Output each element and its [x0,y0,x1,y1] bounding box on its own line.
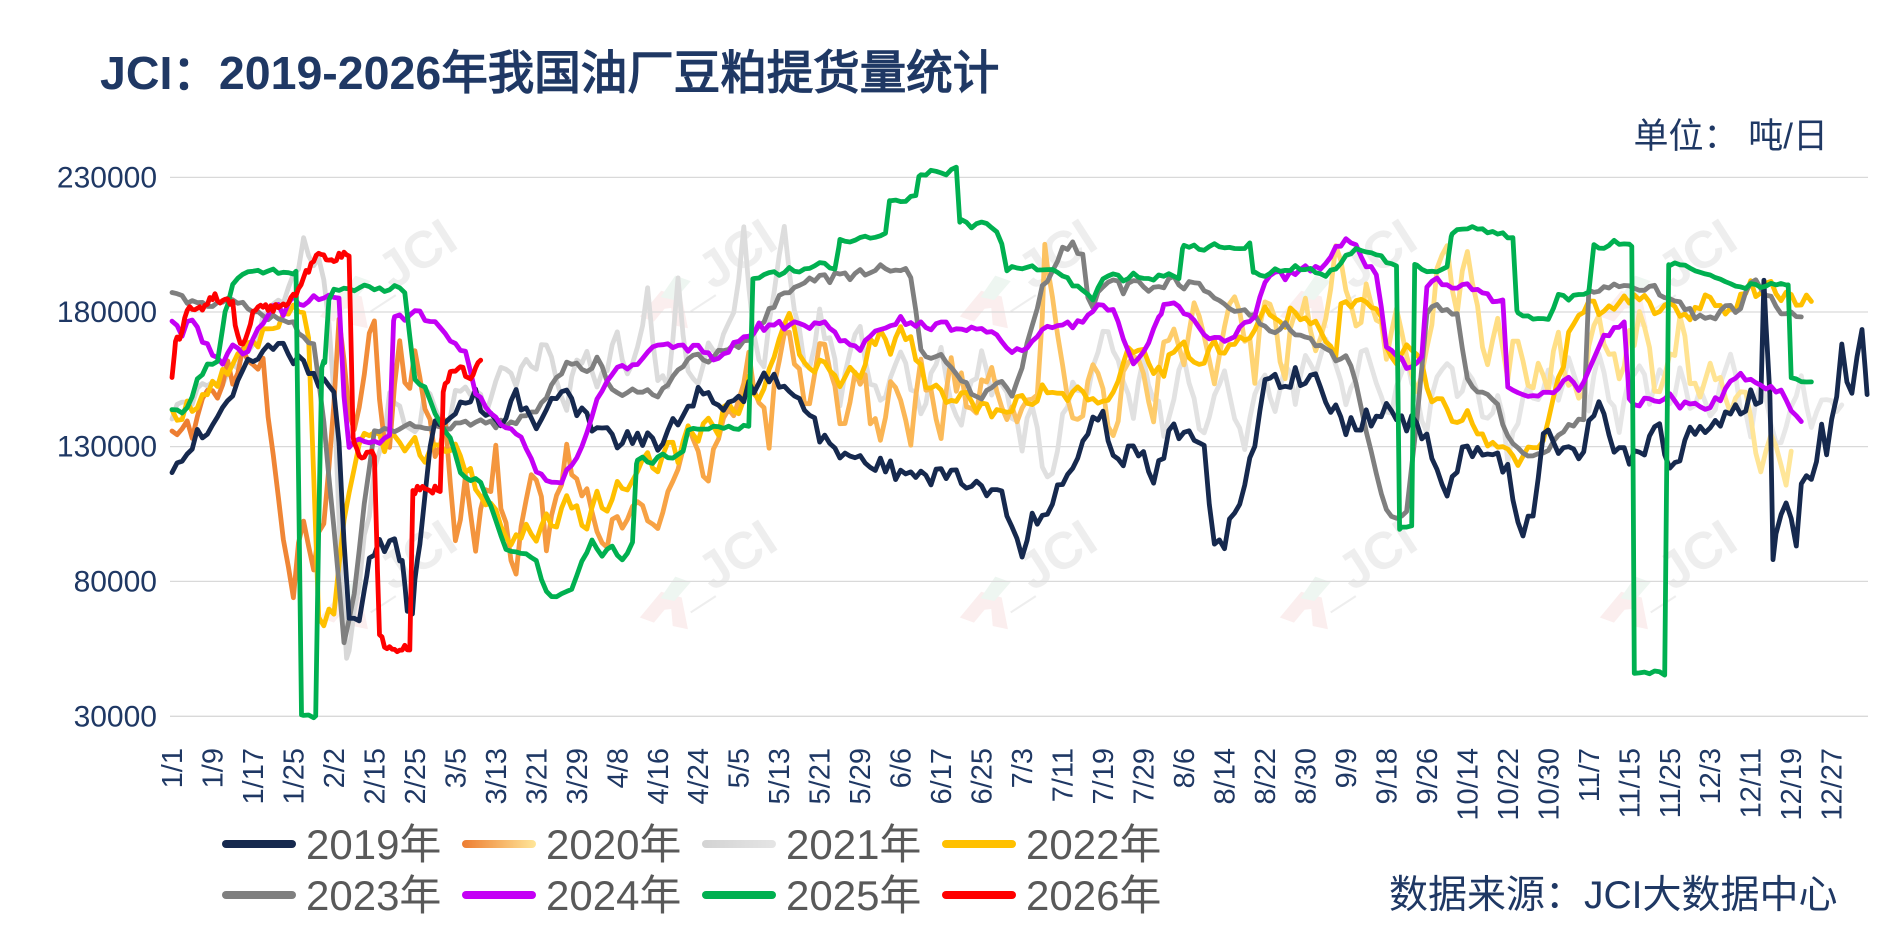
svg-text:2026年: 2026年 [1026,872,1161,919]
svg-text:数据来源：JCI大数据中心: 数据来源：JCI大数据中心 [1389,874,1838,917]
svg-text:单位： 吨/日: 单位： 吨/日 [1634,117,1828,156]
svg-text:1/25: 1/25 [278,748,310,804]
svg-text:10/14: 10/14 [1452,748,1484,821]
svg-text:5/21: 5/21 [805,748,837,804]
svg-text:3/21: 3/21 [521,748,553,804]
svg-text:2/15: 2/15 [359,748,391,804]
svg-text:7/19: 7/19 [1088,748,1120,804]
svg-text:9/26: 9/26 [1412,748,1444,804]
svg-text:11/25: 11/25 [1655,748,1687,818]
svg-text:6/25: 6/25 [967,748,999,804]
svg-text:9/9: 9/9 [1331,748,1363,788]
svg-text:4/24: 4/24 [683,748,715,804]
svg-text:2/2: 2/2 [319,748,351,788]
svg-text:8/30: 8/30 [1290,748,1322,804]
svg-text:5/13: 5/13 [764,748,796,804]
svg-text:130000: 130000 [57,431,157,464]
svg-text:12/19: 12/19 [1776,748,1808,821]
svg-text:3/13: 3/13 [481,748,513,804]
svg-text:1/17: 1/17 [238,748,270,804]
svg-text:3/5: 3/5 [440,748,472,788]
svg-text:6/17: 6/17 [926,748,958,804]
svg-text:30000: 30000 [74,700,157,733]
svg-text:7/11: 7/11 [1048,748,1080,802]
svg-text:4/8: 4/8 [602,748,634,788]
svg-text:180000: 180000 [57,296,157,329]
svg-text:2024年: 2024年 [546,872,681,919]
svg-text:12/11: 12/11 [1736,748,1768,818]
svg-text:12/3: 12/3 [1695,748,1727,804]
svg-text:7/29: 7/29 [1129,748,1161,804]
svg-text:2020年: 2020年 [546,821,681,868]
svg-text:80000: 80000 [74,565,157,598]
svg-text:2025年: 2025年 [786,872,921,919]
svg-text:3/29: 3/29 [562,748,594,804]
svg-text:11/7: 11/7 [1574,748,1606,802]
svg-text:4/16: 4/16 [643,748,675,804]
svg-text:1/1: 1/1 [157,748,189,788]
svg-text:12/27: 12/27 [1817,748,1849,821]
svg-text:6/6: 6/6 [886,748,918,788]
svg-text:10/30: 10/30 [1533,748,1565,821]
svg-text:1/9: 1/9 [198,748,230,788]
svg-text:8/14: 8/14 [1210,748,1242,804]
svg-text:5/29: 5/29 [845,748,877,804]
svg-text:2022年: 2022年 [1026,821,1161,868]
svg-text:8/22: 8/22 [1250,748,1282,804]
svg-text:2019年: 2019年 [306,821,441,868]
svg-text:5/5: 5/5 [724,748,756,788]
svg-text:2023年: 2023年 [306,872,441,919]
svg-text:JCI：2019-2026年我国油厂豆粕提货量统计: JCI：2019-2026年我国油厂豆粕提货量统计 [100,47,999,99]
svg-text:9/18: 9/18 [1371,748,1403,804]
svg-text:8/6: 8/6 [1169,748,1201,788]
svg-text:2/25: 2/25 [400,748,432,804]
svg-text:10/22: 10/22 [1493,748,1525,821]
svg-text:230000: 230000 [57,161,157,194]
svg-text:7/3: 7/3 [1007,748,1039,788]
svg-text:2021年: 2021年 [786,821,921,868]
svg-text:11/15: 11/15 [1614,748,1646,818]
